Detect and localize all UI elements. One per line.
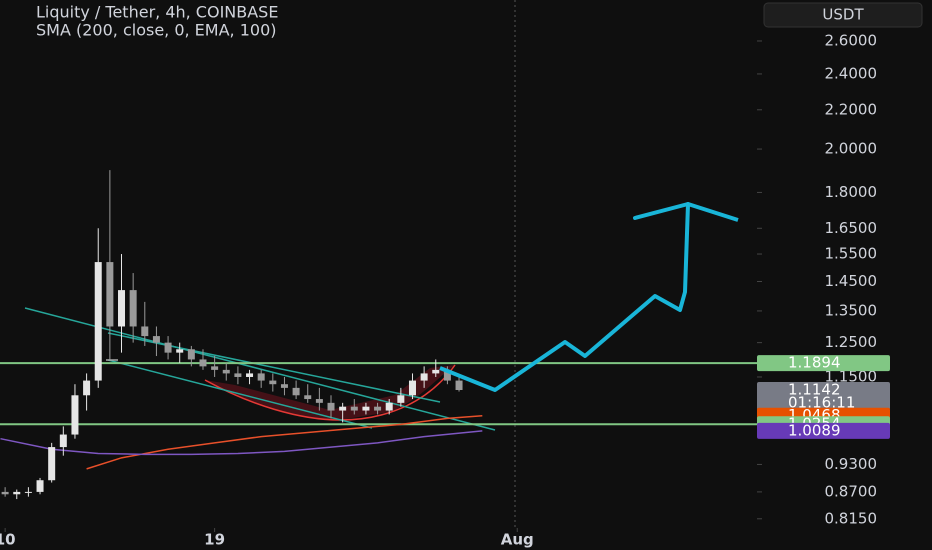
x-tick-label: 10 [0, 531, 16, 549]
y-tick-label: 2.0000 [825, 140, 878, 158]
x-tick-label: Aug [501, 531, 534, 549]
y-tick-label: 1.8000 [825, 183, 878, 201]
y-tick-label: 0.8700 [825, 482, 878, 500]
candle-body [36, 480, 44, 492]
price-label: 1.0089 [788, 421, 841, 439]
candle-body [339, 406, 347, 411]
candle-body [222, 369, 230, 374]
plot-area [0, 170, 757, 500]
y-tick-label: 1.4500 [825, 272, 878, 290]
candle-body [129, 290, 137, 327]
candle-body [397, 395, 405, 403]
x-tick-label: 19 [204, 531, 225, 549]
indicator-line [0, 430, 483, 456]
candle-body [362, 406, 370, 411]
y-tick-label: 1.5500 [825, 245, 878, 263]
price-label-box [757, 382, 890, 411]
candle-body [106, 262, 114, 327]
currency-button[interactable] [763, 2, 923, 28]
price-label: 1.1894 [788, 354, 841, 372]
candle-body [374, 406, 382, 411]
candle-body [234, 373, 242, 377]
projection-arrow-head [633, 202, 690, 220]
candle-body [246, 373, 254, 377]
candle-body [187, 349, 195, 360]
y-tick-label: 1.1500 [825, 367, 878, 385]
y-tick-label: 0.9300 [825, 455, 878, 473]
candle-body [48, 447, 56, 481]
y-tick-label: 1.3500 [825, 301, 878, 319]
y-tick-label: 2.2000 [825, 100, 878, 118]
y-tick-label: 1.2500 [825, 333, 878, 351]
price-label-box [757, 355, 890, 372]
currency-button-label[interactable]: USDT [822, 6, 864, 24]
trend-line [107, 359, 373, 429]
indicator-label: SMA (200, close, 0, EMA, 100) [36, 21, 277, 40]
candle-body [455, 380, 463, 391]
time-axis [0, 528, 932, 550]
candle-body [432, 369, 440, 374]
candle-body [24, 491, 32, 493]
candle-body [280, 384, 288, 388]
candle-body [1, 491, 9, 495]
candle-body [420, 373, 428, 381]
candle-body [269, 380, 277, 385]
price-label-box [757, 422, 890, 439]
y-tick-label: 0.8150 [825, 509, 878, 527]
trend-line [24, 307, 496, 431]
candle-body [292, 387, 300, 396]
candle-body [199, 359, 207, 367]
candle-body [164, 342, 172, 353]
candle-body [94, 262, 102, 381]
candle-body [304, 395, 312, 400]
candle-body [350, 406, 358, 411]
candle-body [385, 402, 393, 411]
candle-body [176, 349, 184, 353]
candle-body [83, 380, 91, 396]
candle-body [59, 434, 67, 448]
candle-body [118, 290, 126, 327]
candle-body [443, 369, 451, 381]
candle-body [327, 402, 335, 411]
price-label: 1.1142 [788, 381, 841, 399]
indicator-line [86, 414, 483, 470]
candle-body [315, 399, 323, 403]
candle-body [152, 336, 160, 343]
chart-title: Liquity / Tether, 4h, COINBASE [36, 3, 278, 22]
candle-body [141, 326, 149, 337]
candle-body [71, 395, 79, 435]
candle-body [257, 373, 265, 381]
candle-body [13, 491, 21, 495]
countdown: 01:16:11 [788, 394, 855, 412]
projection-arrow [439, 202, 739, 392]
y-tick-label: 2.4000 [825, 64, 878, 82]
candle-body [408, 380, 416, 396]
y-tick-label: 2.6000 [825, 31, 878, 49]
y-tick-label: 1.6500 [825, 219, 878, 237]
candle-body [211, 366, 219, 370]
price-axis [757, 0, 932, 550]
